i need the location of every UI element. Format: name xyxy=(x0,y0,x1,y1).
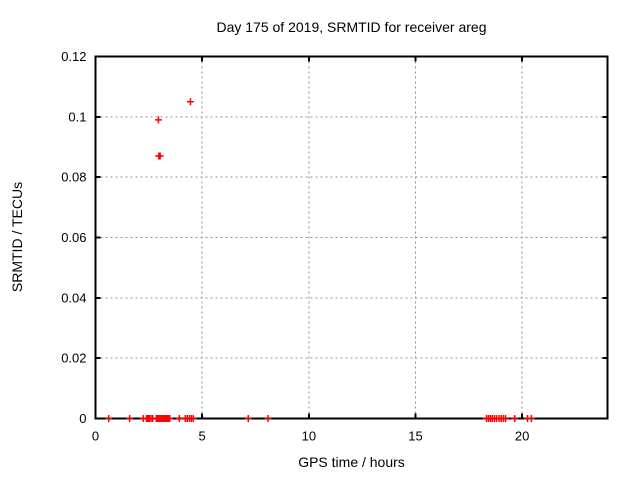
data-point-marker xyxy=(175,415,183,422)
y-tick-label: 0.06 xyxy=(61,230,86,245)
data-point-marker xyxy=(511,415,519,422)
data-point-marker xyxy=(166,415,174,422)
x-tick-label: 0 xyxy=(92,429,99,444)
data-point-marker xyxy=(527,415,535,422)
data-point-marker xyxy=(186,98,194,106)
data-point-marker xyxy=(244,415,252,422)
x-tick-label: 20 xyxy=(515,429,529,444)
data-point-marker xyxy=(502,415,510,422)
x-tick-label: 10 xyxy=(302,429,316,444)
y-tick-label: 0.08 xyxy=(61,170,86,185)
data-point-marker xyxy=(126,415,134,422)
y-tick-label: 0.04 xyxy=(61,290,86,305)
tick-labels: 0 5 10 15 20 0 0.02 0.04 0.06 0.08 0.1 0.12 xyxy=(61,49,529,444)
chart-title: Day 175 of 2019, SRMTID for receiver are… xyxy=(216,19,487,35)
y-tick-label: 0 xyxy=(79,411,86,426)
x-axis-label: GPS time / hours xyxy=(298,454,405,470)
data-point-marker xyxy=(154,116,162,124)
axes xyxy=(94,55,609,420)
data-points xyxy=(105,98,535,422)
grid-lines xyxy=(95,56,608,419)
data-point-marker xyxy=(189,415,197,422)
y-tick-label: 0.12 xyxy=(61,49,86,64)
y-tick-label: 0.02 xyxy=(61,351,86,366)
data-point-marker xyxy=(105,415,113,422)
data-point-marker xyxy=(156,152,164,160)
data-point-marker xyxy=(264,415,272,422)
y-tick-label: 0.1 xyxy=(68,109,86,124)
x-tick-label: 5 xyxy=(199,429,206,444)
x-tick-label: 15 xyxy=(408,429,422,444)
